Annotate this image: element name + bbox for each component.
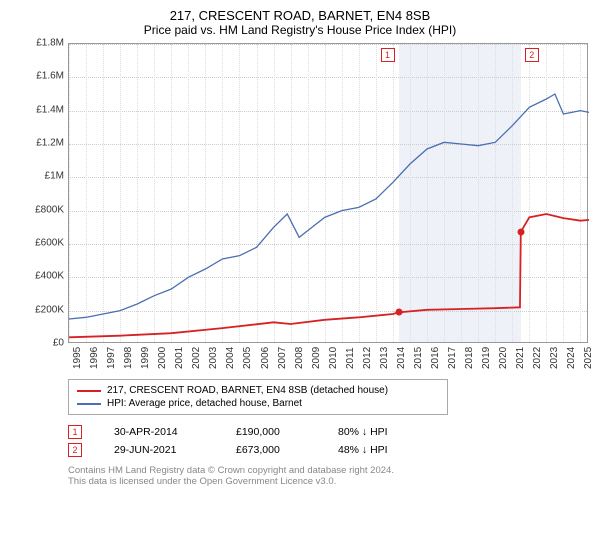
y-axis-label: £1.2M <box>20 138 64 149</box>
chart-marker: 1 <box>381 48 395 62</box>
x-axis-label: 2019 <box>481 347 492 369</box>
x-axis-label: 2003 <box>208 347 219 369</box>
x-axis-label: 2011 <box>345 347 356 369</box>
x-axis-label: 2010 <box>328 347 339 369</box>
x-axis-label: 2020 <box>498 347 509 369</box>
tx-pct: 80% ↓ HPI <box>338 426 388 438</box>
transaction-row: 1 30-APR-2014 £190,000 80% ↓ HPI <box>68 423 590 441</box>
x-axis-label: 2022 <box>532 347 543 369</box>
x-axis-label: 2024 <box>566 347 577 369</box>
x-axis-label: 2008 <box>294 347 305 369</box>
x-axis-label: 2025 <box>583 347 594 369</box>
y-axis-label: £400K <box>20 271 64 282</box>
legend-label: HPI: Average price, detached house, Barn… <box>107 398 302 409</box>
x-axis-label: 2016 <box>430 347 441 369</box>
transactions-table: 1 30-APR-2014 £190,000 80% ↓ HPI 2 29-JUN-202… <box>68 423 590 459</box>
chart: £0 £200K £400K £600K £800K £1M £1.2M £1.4M £1.6M… <box>20 43 590 373</box>
x-axis-label: 2007 <box>277 347 288 369</box>
tx-date: 29-JUN-2021 <box>114 444 204 456</box>
y-axis-label: £800K <box>20 204 64 215</box>
tx-date: 30-APR-2014 <box>114 426 204 438</box>
y-axis-label: £600K <box>20 238 64 249</box>
legend-row: HPI: Average price, detached house, Barn… <box>77 397 439 410</box>
legend-swatch <box>77 390 101 392</box>
plot-area: 12 <box>68 43 588 343</box>
x-axis-label: 2005 <box>242 347 253 369</box>
price-point <box>517 228 524 235</box>
x-axis-label: 2000 <box>157 347 168 369</box>
x-axis-label: 1996 <box>89 347 100 369</box>
transaction-row: 2 29-JUN-2021 £673,000 48% ↓ HPI <box>68 441 590 459</box>
price-point <box>395 309 402 316</box>
y-axis-label: £200K <box>20 304 64 315</box>
x-axis-label: 2015 <box>413 347 424 369</box>
tx-price: £673,000 <box>236 444 306 456</box>
page-title: 217, CRESCENT ROAD, BARNET, EN4 8SB <box>10 8 590 23</box>
x-axis-label: 1995 <box>72 347 83 369</box>
x-axis-label: 1999 <box>140 347 151 369</box>
y-axis-label: £1.4M <box>20 104 64 115</box>
legend-swatch <box>77 403 101 405</box>
y-axis-label: £0 <box>20 338 64 349</box>
y-axis-label: £1.6M <box>20 71 64 82</box>
x-axis-label: 2021 <box>515 347 526 369</box>
x-axis-label: 2023 <box>549 347 560 369</box>
legend-row: 217, CRESCENT ROAD, BARNET, EN4 8SB (det… <box>77 384 439 397</box>
series-hpi <box>69 94 589 319</box>
x-axis-label: 2013 <box>379 347 390 369</box>
footer-line1: Contains HM Land Registry data © Crown c… <box>68 465 590 476</box>
tx-marker: 2 <box>68 443 82 457</box>
page-subtitle: Price paid vs. HM Land Registry's House … <box>10 23 590 37</box>
x-axis-label: 2004 <box>225 347 236 369</box>
y-axis-label: £1.8M <box>20 38 64 49</box>
tx-pct: 48% ↓ HPI <box>338 444 388 456</box>
x-axis-label: 2006 <box>260 347 271 369</box>
chart-marker: 2 <box>525 48 539 62</box>
x-axis-label: 2012 <box>362 347 373 369</box>
x-axis-label: 2014 <box>396 347 407 369</box>
series-price <box>69 214 589 337</box>
footer: Contains HM Land Registry data © Crown c… <box>68 465 590 487</box>
x-axis-label: 2009 <box>311 347 322 369</box>
x-axis-label: 1997 <box>106 347 117 369</box>
tx-price: £190,000 <box>236 426 306 438</box>
chart-lines <box>69 44 587 342</box>
legend-label: 217, CRESCENT ROAD, BARNET, EN4 8SB (det… <box>107 385 388 396</box>
x-axis-label: 2018 <box>464 347 475 369</box>
x-axis-label: 2001 <box>174 347 185 369</box>
x-axis-label: 2017 <box>447 347 458 369</box>
legend: 217, CRESCENT ROAD, BARNET, EN4 8SB (det… <box>68 379 448 415</box>
tx-marker: 1 <box>68 425 82 439</box>
footer-line2: This data is licensed under the Open Gov… <box>68 476 590 487</box>
y-axis-label: £1M <box>20 171 64 182</box>
x-axis-label: 2002 <box>191 347 202 369</box>
x-axis-label: 1998 <box>123 347 134 369</box>
